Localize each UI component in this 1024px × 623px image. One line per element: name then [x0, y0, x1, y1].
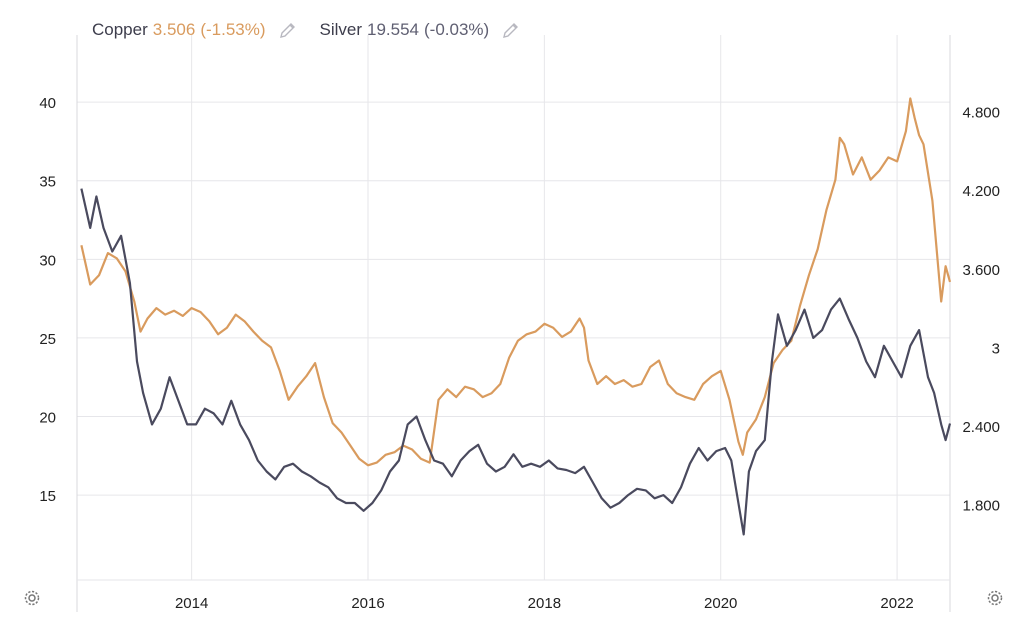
legend-copper-value: 3.506: [152, 20, 196, 39]
right-tick-label: 2.400: [962, 419, 1000, 436]
series-group: [80, 97, 952, 536]
left-tick-label: 30: [39, 252, 56, 269]
left-tick-label: 15: [39, 488, 56, 505]
pencil-icon[interactable]: [501, 20, 521, 40]
x-tick-label: 2020: [704, 595, 737, 612]
gear-icon[interactable]: [985, 588, 1005, 608]
left-tick-label: 35: [39, 174, 56, 191]
legend-copper-name: Copper: [92, 20, 148, 39]
right-tick-label: 1.800: [962, 498, 1000, 515]
chart-legend: Copper 3.506 (-1.53%) Silver 19.554 (-0.…: [92, 20, 543, 40]
x-axis: 2014 2016 2018 2020 2022: [175, 595, 914, 612]
x-tick-label: 2018: [528, 595, 561, 612]
right-tick-label: 3.600: [962, 262, 1000, 279]
left-axis: 15 20 25 30 35 40: [39, 95, 56, 505]
x-tick-label: 2014: [175, 595, 208, 612]
legend-copper-change: (-1.53%): [200, 20, 266, 39]
series-line-copper: [80, 97, 952, 467]
legend-item-silver[interactable]: Silver 19.554 (-0.03%): [320, 20, 522, 40]
left-tick-label: 20: [39, 410, 56, 427]
x-tick-label: 2016: [351, 595, 384, 612]
legend-silver-change: (-0.03%): [424, 20, 490, 39]
pencil-icon[interactable]: [278, 20, 298, 40]
grid-lines: [76, 35, 951, 612]
left-tick-label: 40: [39, 95, 56, 112]
right-tick-label: 3: [992, 340, 1000, 357]
x-tick-label: 2022: [880, 595, 913, 612]
right-tick-label: 4.800: [962, 105, 1000, 122]
gear-icon[interactable]: [22, 588, 42, 608]
right-tick-label: 4.200: [962, 183, 1000, 200]
legend-item-copper[interactable]: Copper 3.506 (-1.53%): [92, 20, 298, 40]
left-tick-label: 25: [39, 331, 56, 348]
series-line-silver: [80, 188, 952, 536]
legend-silver-value: 19.554: [367, 20, 420, 39]
legend-silver-name: Silver: [319, 20, 363, 39]
right-axis: 1.800 2.400 3 3.600 4.200 4.800: [962, 105, 1000, 515]
